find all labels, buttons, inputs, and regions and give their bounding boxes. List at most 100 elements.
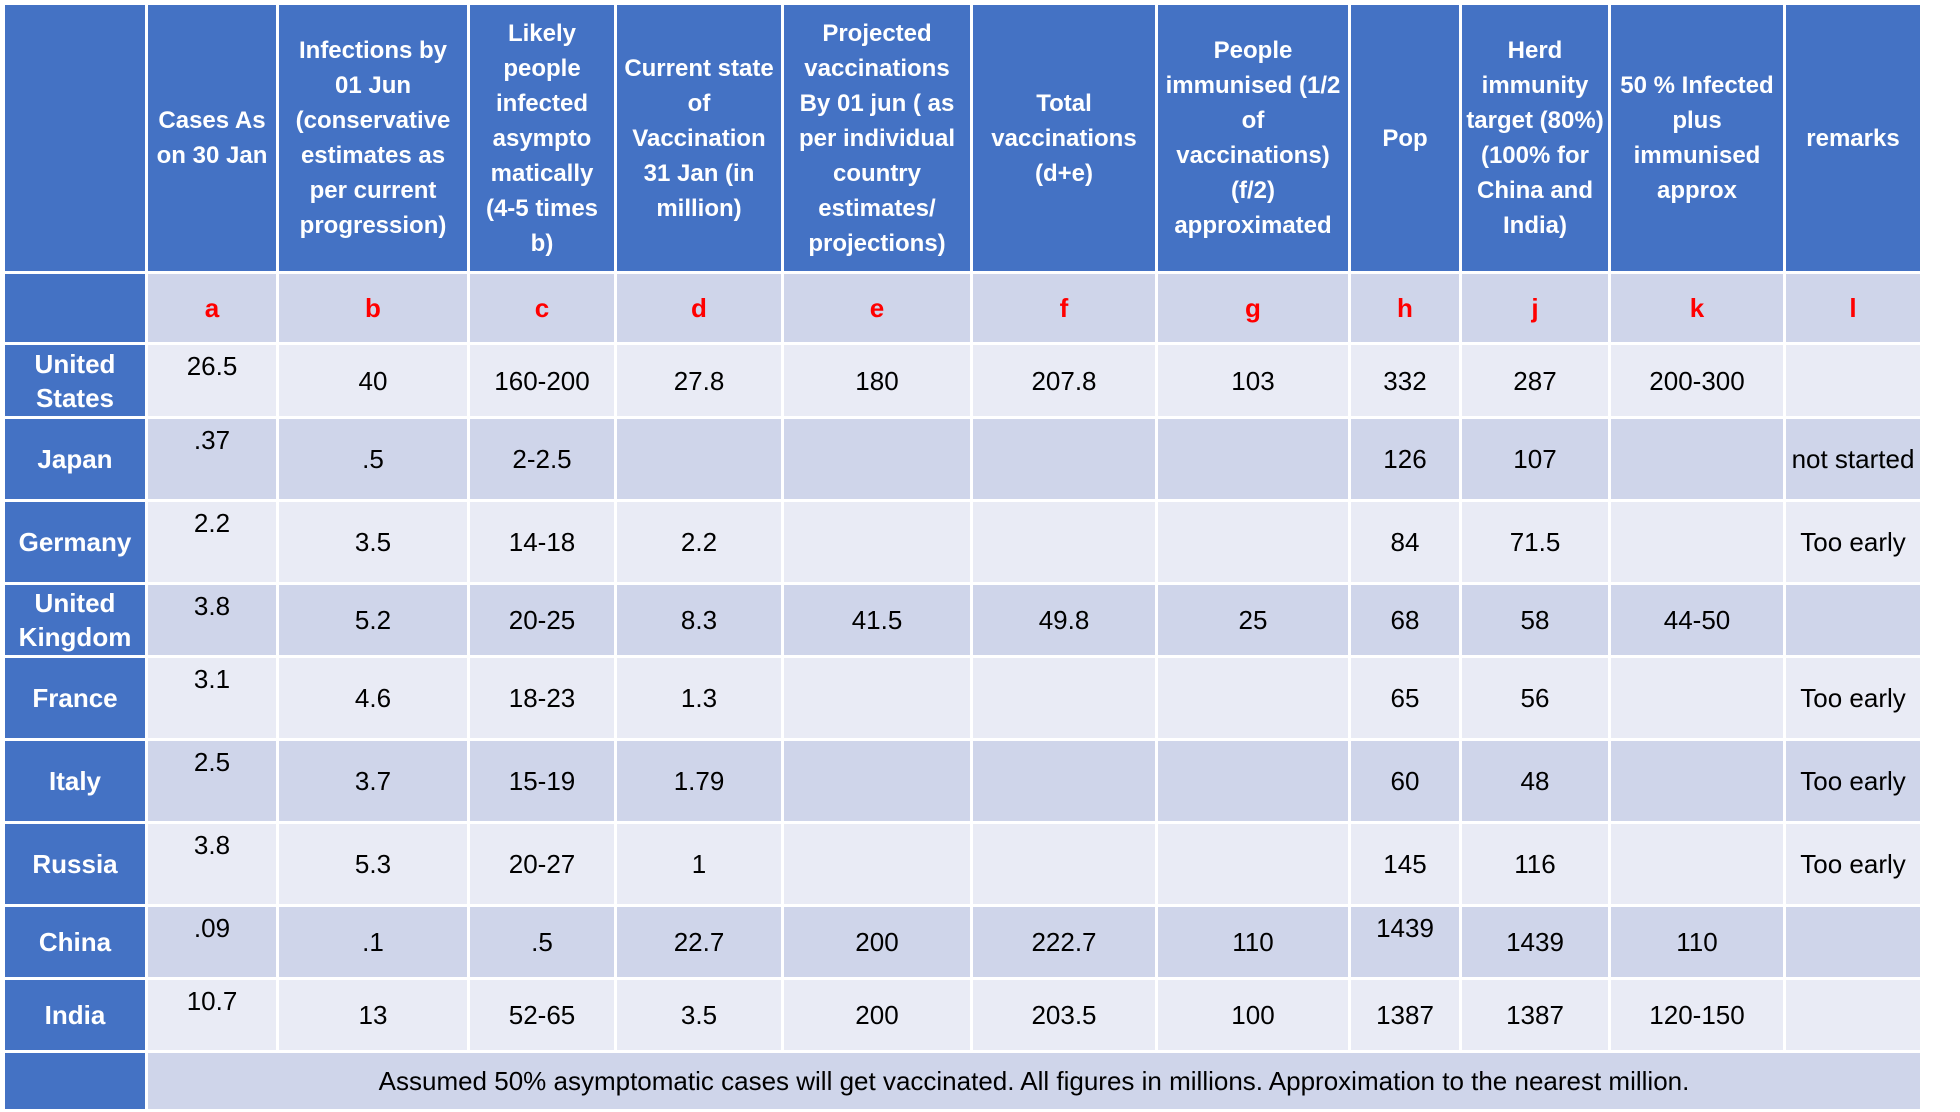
table-cell [1158,419,1348,499]
table-cell [973,824,1155,904]
table-cell [784,741,970,821]
table-cell: 5.2 [279,585,467,655]
table-cell: 56 [1462,658,1608,738]
column-header: Infections by 01 Jun (conservative estim… [279,5,467,271]
column-header: Cases As on 30 Jan [148,5,276,271]
table-cell: 1.79 [617,741,781,821]
column-header: Likely people infected asympto matically… [470,5,614,271]
column-header: Total vaccinations (d+e) [973,5,1155,271]
table-cell: 8.3 [617,585,781,655]
table-cell: 110 [1611,907,1783,977]
column-letter: h [1351,274,1459,342]
table-cell [784,824,970,904]
column-header: Projected vaccinations By 01 jun ( as pe… [784,5,970,271]
table-cell: 71.5 [1462,502,1608,582]
table-cell: 2.2 [617,502,781,582]
table-cell: 5.3 [279,824,467,904]
country-name: Italy [5,741,145,821]
country-name: United Kingdom [5,585,145,655]
table-cell [1611,502,1783,582]
table-cell: 3.8 [148,824,276,904]
table-row: Japan .37.5 2-2.5 126 107 not started [5,419,1920,499]
table-cell: 126 [1351,419,1459,499]
table-cell: 4.6 [279,658,467,738]
table-cell: 116 [1462,824,1608,904]
country-name: France [5,658,145,738]
table-cell: 49.8 [973,585,1155,655]
table-cell: 1.3 [617,658,781,738]
table-cell: 203.5 [973,980,1155,1050]
column-letter: k [1611,274,1783,342]
table-cell: Too early [1786,741,1920,821]
table-cell: 20-25 [470,585,614,655]
table-cell [1786,907,1920,977]
column-letter: f [973,274,1155,342]
table-row: United States 26.5 40 160-200 27.8 180 207.8 10… [5,345,1920,416]
table-cell [1611,419,1783,499]
table-cell [973,502,1155,582]
table-cell [1786,980,1920,1050]
column-letter: b [279,274,467,342]
footer-note: Assumed 50% asymptomatic cases will get … [148,1053,1920,1109]
column-letter: l [1786,274,1920,342]
table-cell: .5 [279,419,467,499]
table-cell: 27.8 [617,345,781,416]
table-cell [1786,585,1920,655]
table-cell: Too early [1786,502,1920,582]
table-row: Russia 3.8 5.3 20-27 1 145 116 Too early [5,824,1920,904]
table-cell: 3.5 [617,980,781,1050]
footer-row: Assumed 50% asymptomatic cases will get … [5,1053,1920,1109]
table-row: France 3.1 4.6 18-23 1.3 65 56 Too early [5,658,1920,738]
column-header: 50 % Infected plus immunised approx [1611,5,1783,271]
country-name: India [5,980,145,1050]
table-cell: 1387 [1351,980,1459,1050]
table-cell: 2-2.5 [470,419,614,499]
column-letter: g [1158,274,1348,342]
country-name: Germany [5,502,145,582]
table-cell: 10.7 [148,980,276,1050]
table-cell: 1 [617,824,781,904]
table-cell: 120-150 [1611,980,1783,1050]
column-header: People immunised (1/2 of vaccinations) (… [1158,5,1348,271]
table-cell: 40 [279,345,467,416]
table-cell: 2.5 [148,741,276,821]
table-cell [784,658,970,738]
table-cell [1611,741,1783,821]
table-cell: 58 [1462,585,1608,655]
table-cell [973,658,1155,738]
table-cell [617,419,781,499]
table-cell: 18-23 [470,658,614,738]
table-cell: 48 [1462,741,1608,821]
table-cell: Too early [1786,658,1920,738]
table-cell: 200 [784,907,970,977]
table-cell: 15-19 [470,741,614,821]
country-name: Russia [5,824,145,904]
table-cell: 332 [1351,345,1459,416]
table-cell: 3.8 [148,585,276,655]
table-cell: 68 [1351,585,1459,655]
table-cell [784,419,970,499]
table-cell: 52-65 [470,980,614,1050]
table-row: India 10.7 13 52-65 3.5 200 203.5 100 1387 1387 12… [5,980,1920,1050]
table-cell [1786,345,1920,416]
table-cell: 207.8 [973,345,1155,416]
table-cell: 103 [1158,345,1348,416]
table-cell: 65 [1351,658,1459,738]
table-cell: 3.5 [279,502,467,582]
footer-blank [5,1053,145,1109]
table-cell: 3.7 [279,741,467,821]
table-cell [1158,658,1348,738]
table-cell [973,419,1155,499]
column-letter: e [784,274,970,342]
vaccination-projection-table: Cases As on 30 Jan Infections by 01 Jun (… [2,2,1923,1112]
table-cell: 14-18 [470,502,614,582]
table-cell: 200 [784,980,970,1050]
table-cell: 60 [1351,741,1459,821]
column-letter: c [470,274,614,342]
table-row: United Kingdom 3.8 5.2 20-25 8.3 41.5 49.8 25 68… [5,585,1920,655]
header-row: Cases As on 30 Jan Infections by 01 Jun (… [5,5,1920,271]
table-cell: 145 [1351,824,1459,904]
table-cell [784,502,970,582]
table-cell [1158,502,1348,582]
column-header: remarks [1786,5,1920,271]
